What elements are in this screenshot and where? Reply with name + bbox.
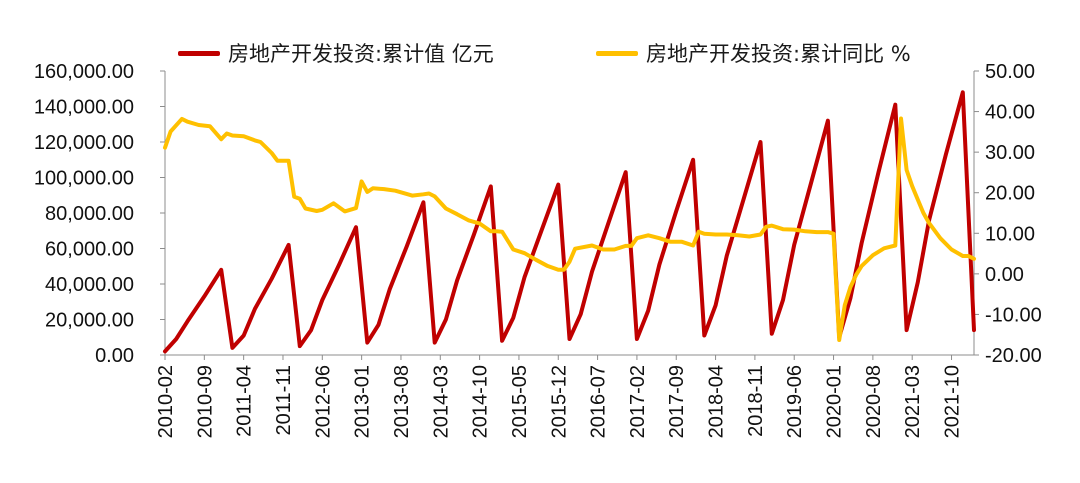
x-tick-label: 2011-11 [273,365,295,435]
left-tick-label: 60,000.00 [45,239,134,261]
x-tick-label: 2020-01 [824,365,846,438]
x-tick-label: 2017-09 [666,365,688,438]
x-tick-label: 2014-03 [430,365,452,438]
x-tick-label: 2010-02 [155,365,177,438]
left-tick-label: 20,000.00 [45,310,134,332]
right-tick-label: 40.00 [985,102,1035,124]
series-lines [163,90,976,354]
x-tick-label: 2017-02 [627,365,649,438]
x-tick-label: 2013-01 [352,365,374,438]
left-tick-label: 140,000.00 [34,97,134,119]
x-tick-label: 2011-04 [234,365,256,437]
axes [160,70,979,360]
tick-labels: 0.00 20,000.00 40,000.00 60,000.00 80,000.00… [34,61,1042,438]
left-tick-label: 120,000.00 [34,132,134,154]
right-tick-label: -20.00 [985,345,1042,367]
legend: 房地产开发投资:累计值 亿元 房地产开发投资:累计同比 % [0,38,1080,66]
legend-item-series-2: 房地产开发投资:累计同比 % [596,38,911,68]
right-tick-label: 10.00 [985,223,1035,245]
left-tick-label: 0.00 [95,345,134,367]
legend-label-series-2: 房地产开发投资:累计同比 % [646,42,911,66]
x-tick-label: 2010-09 [194,365,216,438]
x-tick-label: 2013-08 [391,365,413,438]
legend-item-series-1: 房地产开发投资:累计值 亿元 [178,38,494,68]
series-line-2 [163,116,976,342]
x-tick-label: 2015-12 [548,365,570,438]
right-tick-label: 50.00 [985,61,1035,83]
right-tick-label: -10.00 [985,304,1042,326]
left-tick-label: 80,000.00 [45,203,134,225]
x-tick-label: 2018-11 [745,365,767,437]
right-tick-label: 0.00 [985,264,1024,286]
x-tick-label: 2016-07 [588,365,610,438]
right-tick-label: 30.00 [985,142,1035,164]
x-tick-label: 2018-04 [706,365,728,438]
left-tick-label: 100,000.00 [34,168,134,190]
left-tick-label: 160,000.00 [34,61,134,83]
x-tick-label: 2021-10 [942,365,964,438]
legend-swatch-series-1 [178,50,220,56]
legend-swatch-series-2 [596,50,638,56]
x-tick-label: 2019-06 [784,365,806,438]
x-tick-label: 2015-05 [509,365,531,438]
legend-label-series-1: 房地产开发投资:累计值 亿元 [228,42,494,66]
x-tick-label: 2020-08 [863,365,885,438]
left-tick-label: 40,000.00 [45,274,134,296]
x-tick-label: 2012-06 [312,365,334,438]
series-line-1 [163,90,976,354]
x-tick-label: 2021-03 [902,365,924,438]
right-tick-label: 20.00 [985,183,1035,205]
x-tick-label: 2014-10 [470,365,492,438]
